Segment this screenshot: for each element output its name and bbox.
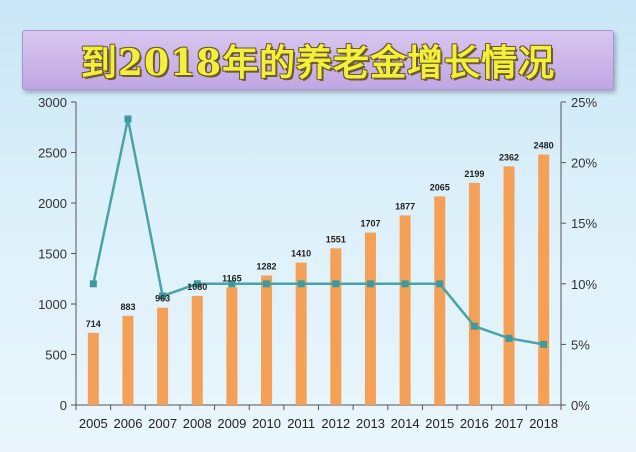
title-banner: 到2018年的养老金增长情况 [22,30,614,90]
growth-rate-point [124,115,132,123]
left-tick-label: 1500 [38,247,67,262]
bar [399,215,411,405]
left-tick-label: 0 [60,398,67,413]
growth-rate-point [470,322,478,330]
right-tick-label: 15% [571,216,597,231]
growth-rate-line [92,118,544,346]
right-tick-label: 25% [571,95,597,110]
bar [261,275,273,405]
bar [87,332,99,405]
x-tick-label: 2007 [148,416,177,431]
bar-data-label: 1080 [187,282,207,292]
bar [226,287,238,405]
growth-rate-point [297,280,305,288]
growth-rate-point [366,280,374,288]
line-layer [89,115,548,348]
bar-data-label: 1410 [291,249,311,259]
bar [364,232,376,405]
bar-data-label: 883 [120,302,135,312]
bar-data-label: 1551 [326,234,346,244]
left-tick-label: 500 [45,348,67,363]
x-tick-label: 2012 [321,416,350,431]
growth-rate-point [401,280,409,288]
x-tick-label: 2014 [391,416,420,431]
bar-data-label: 714 [86,319,101,329]
left-tick-label: 1000 [38,297,67,312]
bar-data-label: 1707 [360,219,380,229]
bars-layer [87,154,550,405]
bar [295,262,307,405]
axes-layer: 0 500 1000 1500 2000 2500 3000 0% 5% 10% 15% 20% 25%… [38,95,597,431]
x-tick-label: 2011 [287,416,315,431]
growth-rate-point [436,280,444,288]
left-tick-label: 2500 [38,146,67,161]
bar [122,315,134,405]
x-tick-label: 2013 [356,416,385,431]
x-tick-label: 2018 [529,416,558,431]
bar-data-label: 1877 [395,201,415,211]
bar-data-label: 2480 [534,141,554,151]
x-tick-label: 2016 [460,416,489,431]
bar-data-label: 1165 [222,273,242,283]
x-tick-label: 2017 [495,416,524,431]
left-tick-label: 2000 [38,196,67,211]
growth-rate-point [228,280,236,288]
bar [330,248,342,405]
right-tick-label: 5% [571,337,590,352]
growth-rate-point [332,280,340,288]
bar-data-label: 2199 [464,169,484,179]
labels-layer: 714 883 963 1080 1165 1282 1410 1551 1707 1877 206… [86,141,554,329]
right-tick-label: 0% [571,398,590,413]
growth-rate-point [193,280,201,288]
x-tick-label: 2015 [425,416,454,431]
bar-data-label: 2362 [499,152,519,162]
bar [538,154,550,405]
x-tick-label: 2009 [217,416,246,431]
growth-rate-point [505,334,513,342]
bar [503,166,515,405]
growth-rate-point [263,280,271,288]
right-tick-label: 20% [571,156,597,171]
bar [468,182,480,405]
growth-rate-point [159,292,167,300]
bar-data-label: 1282 [257,262,277,272]
x-tick-label: 2010 [252,416,281,431]
bar-data-label: 2065 [430,182,450,192]
growth-rate-point [89,280,97,288]
left-tick-label: 3000 [38,95,67,110]
growth-rate-point [540,340,548,348]
x-tick-label: 2005 [79,416,108,431]
x-tick-label: 2008 [183,416,212,431]
right-tick-label: 10% [571,277,597,292]
bar-data-label: 963 [155,294,170,304]
bar [434,196,446,405]
chart-title: 到2018年的养老金增长情况 [80,42,556,84]
bar [191,295,203,405]
x-tick-label: 2006 [114,416,143,431]
bar [157,307,169,405]
